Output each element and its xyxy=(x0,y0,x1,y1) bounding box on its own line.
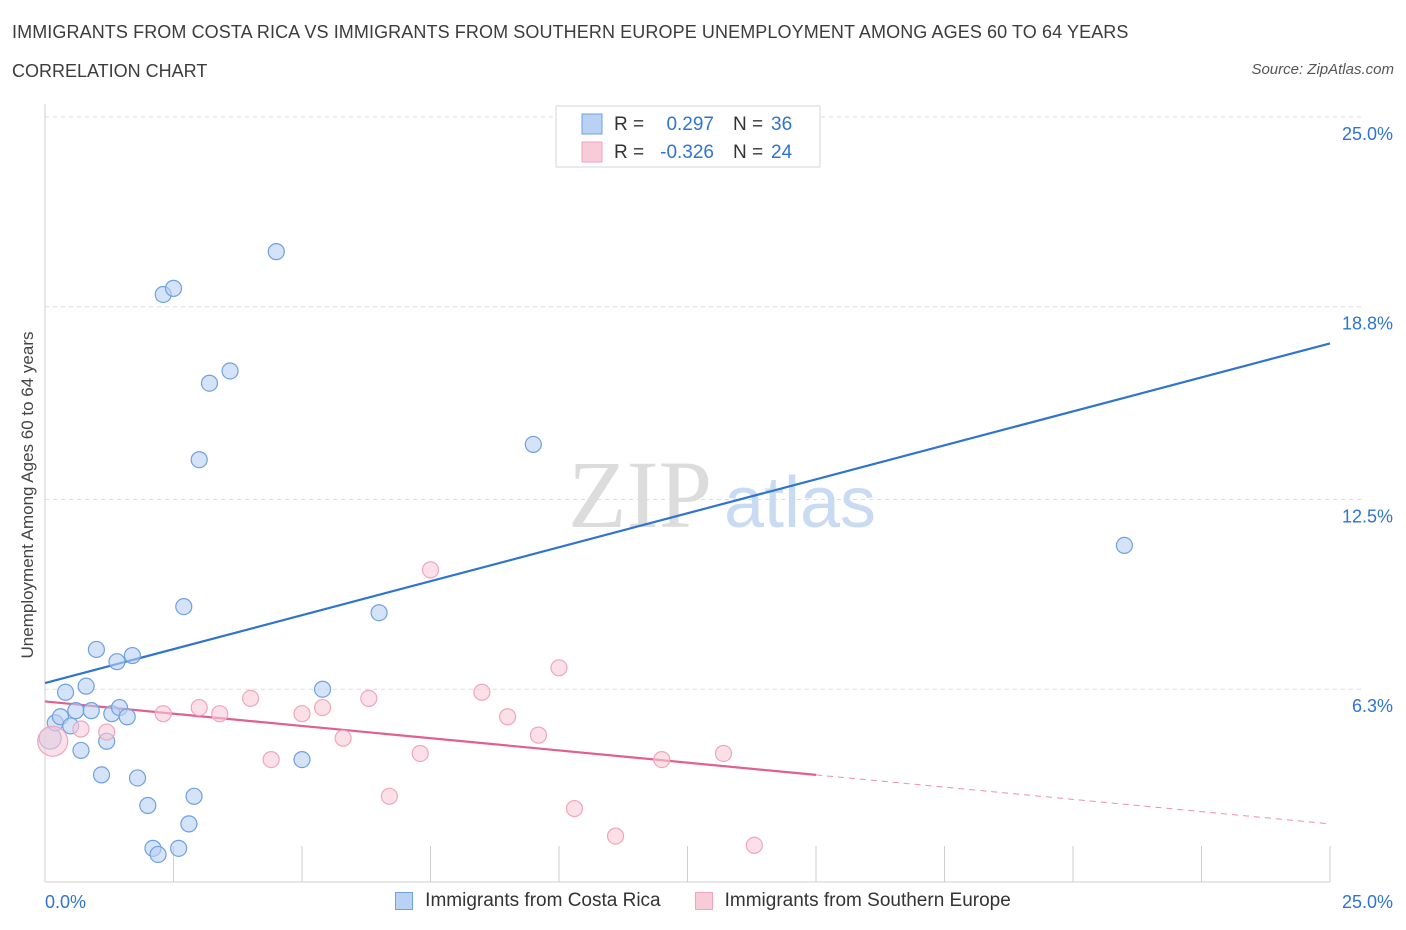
legend-n-label: N = xyxy=(733,142,763,163)
costa-rica-point xyxy=(180,815,198,833)
legend-swatch-southern-europe xyxy=(581,141,603,163)
southern-europe-point xyxy=(550,659,568,677)
x-tick-label: 25.0% xyxy=(1342,892,1393,912)
costa-rica-point xyxy=(82,702,100,720)
costa-rica-point xyxy=(1115,536,1134,555)
grid-lines xyxy=(45,116,1365,690)
watermark: ZIP atlas xyxy=(568,441,876,548)
costa-rica-point xyxy=(190,451,208,469)
y-tick-label: 6.3% xyxy=(1352,696,1393,716)
costa-rica-point xyxy=(123,646,141,665)
southern-europe-point xyxy=(473,683,491,701)
costa-rica-point xyxy=(370,604,388,622)
southern-europe-point xyxy=(262,750,280,769)
costa-rica-point xyxy=(524,435,542,454)
southern-europe-point xyxy=(529,726,548,744)
southern-europe-point xyxy=(360,689,378,708)
costa-rica-point xyxy=(118,708,136,726)
costa-rica-point xyxy=(56,683,75,701)
costa-rica-point xyxy=(128,769,147,787)
costa-rica-point xyxy=(267,243,285,261)
costa-rica-point xyxy=(72,741,90,760)
bottom-legend: Immigrants from Costa Rica Immigrants fr… xyxy=(0,890,1406,912)
bottom-legend-label-costa-rica: Immigrants from Costa Rica xyxy=(425,890,661,911)
southern-europe-point xyxy=(606,827,625,845)
costa-rica-point xyxy=(200,374,219,392)
southern-europe-point xyxy=(565,799,584,818)
chart-title: IMMIGRANTS FROM COSTA RICA VS IMMIGRANTS… xyxy=(12,22,1129,42)
costa-rica-point xyxy=(139,796,157,815)
southern-europe-point xyxy=(334,729,352,747)
watermark-atlas: atlas xyxy=(724,463,876,543)
southern-europe-point xyxy=(190,698,208,717)
bottom-legend-swatch-costa-rica xyxy=(395,892,414,910)
southern-europe-point xyxy=(380,787,398,805)
y-tick-label: 25.0% xyxy=(1342,124,1393,144)
legend-r-label: R = xyxy=(614,142,644,163)
legend-n-value-costa-rica: 36 xyxy=(771,114,792,135)
southern-europe-point xyxy=(242,689,260,708)
watermark-zip: ZIP xyxy=(568,441,712,548)
legend-swatch-costa-rica xyxy=(581,113,603,135)
costa-rica-point xyxy=(77,677,95,695)
southern-europe-point xyxy=(293,705,311,723)
southern-europe-point xyxy=(745,836,763,854)
costa-rica-point xyxy=(87,640,106,659)
trend-lines xyxy=(44,342,1331,825)
legend: R = 0.297 N = 36 R = -0.326 N = 24 xyxy=(555,105,821,168)
costa-rica-point xyxy=(293,750,311,769)
data-points xyxy=(37,243,1134,864)
southern-europe-point xyxy=(411,744,429,763)
southern-europe-point xyxy=(714,744,733,763)
chart-subtitle: CORRELATION CHART xyxy=(12,61,208,81)
southern-europe-point xyxy=(37,725,69,757)
x-tick-label: 0.0% xyxy=(45,892,86,912)
southern-europe-point xyxy=(211,705,229,723)
legend-n-value-southern-europe: 24 xyxy=(771,142,793,163)
legend-r-value-southern-europe: -0.326 xyxy=(660,142,714,163)
costa-rica-point xyxy=(164,279,183,297)
southern-europe-point xyxy=(421,561,440,579)
trend-line-0 xyxy=(44,342,1331,685)
costa-rica-point xyxy=(313,680,332,698)
southern-europe-point xyxy=(499,708,517,726)
costa-rica-point xyxy=(108,653,126,671)
trend-line-extension-1 xyxy=(815,774,1331,825)
southern-europe-point xyxy=(154,705,172,723)
y-tick-label: 12.5% xyxy=(1342,507,1393,527)
bottom-legend-item-costa-rica: Immigrants from Costa Rica xyxy=(395,890,661,912)
costa-rica-point xyxy=(67,702,85,720)
southern-europe-point xyxy=(72,720,90,738)
southern-europe-point xyxy=(98,723,116,741)
y-tick-label: 18.8% xyxy=(1342,314,1393,334)
costa-rica-point xyxy=(185,787,203,805)
bottom-legend-swatch-southern-europe xyxy=(694,892,713,910)
legend-r-value-costa-rica: 0.297 xyxy=(666,114,714,135)
costa-rica-point xyxy=(175,597,193,616)
costa-rica-point xyxy=(221,362,239,380)
y-axis-label: Unemployment Among Ages 60 to 64 years xyxy=(18,332,37,659)
legend-r-label: R = xyxy=(614,114,644,135)
bottom-legend-item-southern-europe: Immigrants from Southern Europe xyxy=(694,890,1011,912)
trend-line-1 xyxy=(44,700,817,776)
southern-europe-point xyxy=(653,750,671,769)
legend-n-label: N = xyxy=(733,114,763,135)
costa-rica-point xyxy=(170,839,188,857)
costa-rica-point xyxy=(149,845,167,864)
bottom-legend-label-southern-europe: Immigrants from Southern Europe xyxy=(724,890,1011,911)
costa-rica-point xyxy=(92,766,111,784)
source-credit: Source: ZipAtlas.com xyxy=(1251,61,1394,78)
southern-europe-point xyxy=(313,698,332,717)
tick-labels: 6.3% 12.5% 18.8% 25.0% 0.0% 25.0% xyxy=(45,124,1393,912)
